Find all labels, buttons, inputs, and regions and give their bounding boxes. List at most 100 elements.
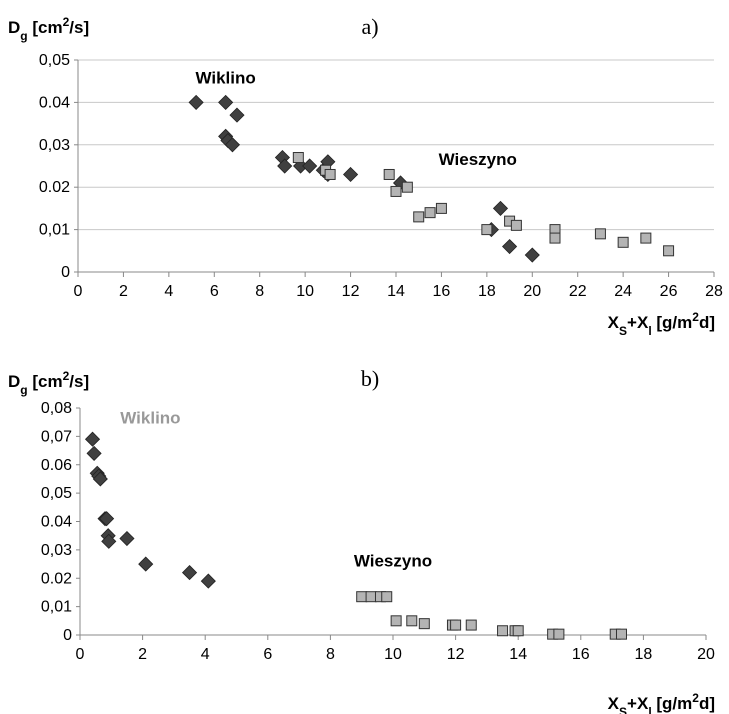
x-tick-label: 0 bbox=[74, 283, 83, 300]
data-point-square bbox=[617, 236, 629, 248]
data-point-diamond bbox=[218, 94, 234, 110]
x-tick-label: 12 bbox=[447, 646, 465, 663]
data-point-square bbox=[365, 591, 377, 603]
data-point-square bbox=[292, 152, 304, 164]
y-tick-label: 0.02 bbox=[39, 179, 70, 196]
x-tick-label: 14 bbox=[387, 283, 405, 300]
x-tick-label: 4 bbox=[164, 283, 173, 300]
x-tick-label: 8 bbox=[326, 646, 335, 663]
data-point-square bbox=[383, 168, 395, 180]
y-tick-label: 0.06 bbox=[41, 457, 72, 474]
y-tick-label: 0 bbox=[61, 264, 70, 281]
y-tick-label: 0.02 bbox=[41, 570, 72, 587]
y-tick-label: 0,01 bbox=[41, 599, 72, 616]
data-point-diamond bbox=[84, 431, 101, 447]
y-tick-label: 0,05 bbox=[39, 52, 70, 69]
data-point-diamond bbox=[343, 166, 359, 183]
data-point-diamond bbox=[229, 107, 245, 123]
data-point-square bbox=[390, 615, 402, 627]
chart-b: 0 0,01 0.02 0,03 0.04 0,05 0.06 0,07 0,08 0 2 4 6 8 10… bbox=[8, 366, 715, 714]
data-point-diamond bbox=[86, 445, 102, 461]
x-tick-label: 28 bbox=[705, 283, 723, 300]
annotation-wiklino: Wiklino bbox=[120, 409, 180, 428]
x-tick-label: 18 bbox=[478, 283, 496, 300]
x-tick-label: 0 bbox=[76, 646, 85, 663]
data-point-diamond bbox=[524, 247, 540, 263]
x-tick-label: 14 bbox=[509, 646, 527, 663]
data-point-square bbox=[435, 202, 447, 214]
y-tick-label: 0 bbox=[63, 627, 72, 644]
y-tick-label: 0,03 bbox=[41, 542, 72, 559]
data-point-square bbox=[497, 625, 509, 637]
x-tick-label: 24 bbox=[614, 283, 632, 300]
y-tick-label: 0,01 bbox=[39, 222, 70, 239]
annotation-wieszyno: Wieszyno bbox=[354, 551, 432, 570]
data-point-square bbox=[324, 168, 336, 180]
data-point-square bbox=[615, 628, 627, 640]
data-point-square bbox=[549, 232, 561, 244]
data-point-square bbox=[413, 211, 425, 223]
y-tick-label: 0,07 bbox=[41, 428, 72, 445]
x-tick-label: 8 bbox=[255, 283, 264, 300]
x-tick-label: 10 bbox=[384, 646, 402, 663]
data-point-square bbox=[481, 224, 493, 236]
y-tick-label: 0,08 bbox=[41, 400, 72, 417]
panel-label: b) bbox=[361, 366, 379, 391]
data-point-diamond bbox=[101, 533, 117, 549]
x-tick-label: 6 bbox=[263, 646, 272, 663]
x-tick-label: 2 bbox=[138, 646, 147, 663]
y-tick-label: 0.04 bbox=[41, 514, 72, 531]
y-tick-label: 0,05 bbox=[41, 485, 72, 502]
data-point-diamond bbox=[188, 94, 204, 110]
x-tick-label: 4 bbox=[201, 646, 210, 663]
y-axis-label: Dg [cm2/s] bbox=[8, 369, 89, 397]
x-tick-label: 20 bbox=[523, 283, 541, 300]
data-point-square bbox=[390, 185, 402, 197]
y-tick-label: 0.04 bbox=[39, 94, 70, 111]
data-point-square bbox=[356, 591, 368, 603]
x-tick-label: 10 bbox=[296, 283, 314, 300]
annotation-wiklino: Wiklino bbox=[195, 68, 255, 87]
data-point-square bbox=[510, 219, 522, 231]
chart-a: 00,010.020,030.040,050 2 4 6 8 10 12 14 16 18 20 22… bbox=[8, 14, 723, 338]
data-point-diamond bbox=[224, 137, 241, 153]
data-point-diamond bbox=[119, 530, 135, 547]
x-tick-label: 26 bbox=[660, 283, 678, 300]
data-point-diamond bbox=[92, 471, 108, 487]
data-point-diamond bbox=[99, 511, 115, 527]
data-point-diamond bbox=[181, 565, 198, 581]
x-tick-label: 18 bbox=[635, 646, 653, 663]
data-point-diamond bbox=[277, 158, 293, 174]
x-tick-label: 16 bbox=[433, 283, 451, 300]
x-axis-label: XS+Xl [g/m2d] bbox=[608, 691, 715, 714]
data-point-square bbox=[640, 232, 652, 244]
data-point-square bbox=[465, 619, 477, 631]
x-tick-label: 6 bbox=[210, 283, 219, 300]
x-tick-label: 22 bbox=[569, 283, 587, 300]
x-axis-label: XS+Xl [g/m2d] bbox=[608, 310, 715, 338]
data-point-square bbox=[450, 619, 462, 631]
data-point-square bbox=[553, 628, 565, 640]
data-point-diamond bbox=[502, 238, 518, 255]
annotation-wieszyno: Wieszyno bbox=[439, 150, 517, 169]
data-point-square bbox=[424, 207, 436, 219]
x-tick-label: 12 bbox=[342, 283, 360, 300]
data-point-diamond bbox=[200, 573, 216, 589]
data-point-diamond bbox=[492, 200, 509, 216]
x-tick-label: 16 bbox=[572, 646, 590, 663]
y-tick-label: 0,03 bbox=[39, 137, 70, 154]
data-point-square bbox=[512, 625, 524, 637]
y-axis-label: Dg [cm2/s] bbox=[8, 15, 89, 43]
data-point-square bbox=[406, 615, 418, 627]
data-point-diamond bbox=[302, 158, 318, 174]
data-point-square bbox=[381, 591, 393, 603]
data-point-square bbox=[401, 181, 413, 193]
x-tick-label: 20 bbox=[697, 646, 715, 663]
data-point-square bbox=[594, 228, 606, 240]
data-point-square bbox=[663, 245, 675, 257]
data-point-diamond bbox=[138, 556, 154, 572]
data-point-square bbox=[418, 618, 430, 630]
x-tick-label: 2 bbox=[119, 283, 128, 300]
panel-label: a) bbox=[361, 14, 378, 39]
